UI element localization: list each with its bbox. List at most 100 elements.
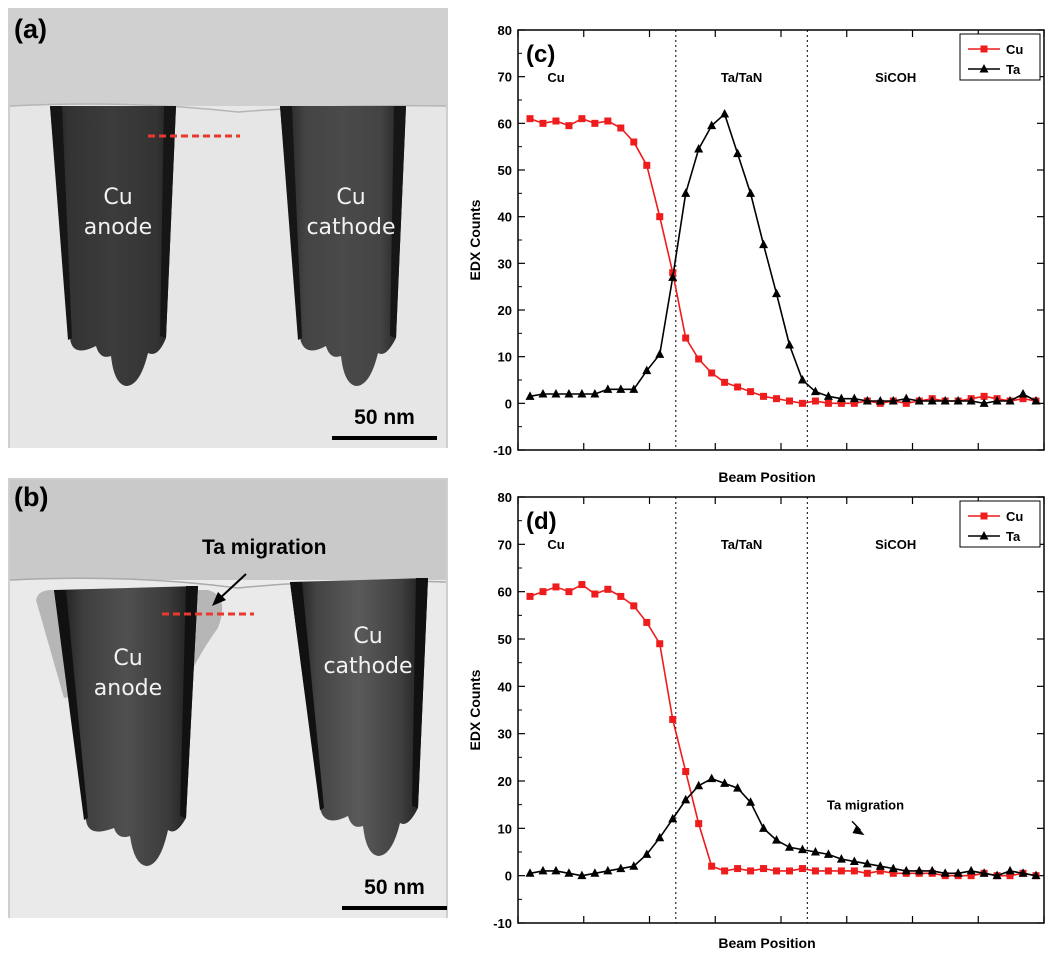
data-point-ta (953, 868, 963, 877)
legend-label: Ta (1006, 62, 1021, 77)
data-point-ta (538, 865, 548, 875)
panel-label: (c) (526, 41, 555, 68)
data-point-ta (668, 813, 678, 823)
data-point-ta (772, 288, 782, 298)
data-point-cu (695, 355, 703, 363)
data-point-cu (708, 369, 716, 377)
legend-label: Cu (1006, 42, 1023, 57)
data-point-cu (1006, 397, 1014, 405)
y-tick-label: 0 (505, 396, 512, 411)
data-point-cu (734, 383, 742, 391)
y-tick-label: 70 (498, 537, 512, 552)
data-point-cu (617, 592, 625, 600)
ta-migration-annotation: Ta migration (827, 797, 904, 812)
y-tick-label: 50 (498, 632, 512, 647)
data-point-cu (915, 397, 923, 405)
data-point-cu (1032, 397, 1040, 405)
region-label: SiCOH (875, 537, 916, 552)
data-point-ta (538, 389, 548, 398)
panel-label-a: (a) (14, 14, 47, 44)
data-point-ta (707, 120, 717, 130)
data-point-cu (578, 581, 586, 589)
data-point-ta (875, 396, 885, 405)
data-point-cu (993, 395, 1001, 403)
data-point-ta (564, 389, 574, 398)
legend-swatch-marker (979, 531, 989, 540)
data-point-ta (810, 847, 820, 856)
data-point-ta (940, 396, 950, 405)
data-point-cu (837, 399, 845, 407)
data-point-cu (747, 388, 755, 396)
data-point-ta (720, 109, 730, 118)
anode-label: Cu anode (63, 183, 173, 243)
data-point-cu (863, 869, 871, 877)
data-point-ta (759, 239, 769, 249)
data-point-cu (669, 269, 677, 277)
legend-box (959, 500, 1041, 548)
data-point-cu (876, 399, 884, 407)
data-point-cu (954, 397, 962, 405)
data-point-cu (824, 867, 832, 875)
cathode-label-line2: cathode (323, 654, 413, 679)
data-point-cu (526, 592, 534, 600)
data-point-cu (798, 865, 806, 873)
data-point-ta (694, 144, 704, 153)
data-point-ta (966, 396, 976, 405)
legend-swatch-marker (980, 512, 988, 520)
data-point-ta (551, 389, 561, 398)
data-point-cu (552, 117, 560, 125)
tem-image-b (8, 478, 448, 918)
data-point-ta (681, 188, 691, 197)
data-point-cu (928, 395, 936, 403)
annotation-arrow (851, 820, 861, 831)
data-point-ta (797, 844, 807, 854)
data-point-ta (836, 393, 846, 403)
data-point-ta (914, 396, 924, 405)
data-point-cu (850, 867, 858, 875)
data-point-ta (525, 391, 535, 400)
data-point-cu (1019, 395, 1027, 403)
y-tick-label: 0 (505, 869, 512, 884)
y-tick-label: 80 (498, 490, 512, 505)
legend-box (959, 33, 1041, 81)
data-point-ta (810, 386, 820, 396)
data-point-cu (863, 397, 871, 405)
data-point-ta (590, 868, 600, 877)
data-point-ta (694, 780, 704, 790)
data-point-ta (525, 868, 535, 877)
y-tick-label: 60 (498, 116, 512, 131)
data-point-ta (759, 823, 769, 832)
data-point-cu (837, 867, 845, 875)
plot-frame (517, 29, 1045, 451)
data-point-ta (616, 384, 626, 393)
y-tick-label: 30 (498, 727, 512, 742)
data-point-cu (980, 869, 988, 877)
data-point-ta (603, 865, 613, 875)
data-point-ta (772, 835, 782, 844)
data-point-ta (862, 858, 872, 868)
data-point-cu (915, 869, 923, 877)
x-axis-label: Beam Position (718, 469, 815, 485)
data-point-cu (656, 213, 664, 221)
data-point-cu (889, 869, 897, 877)
data-point-ta (966, 865, 976, 875)
data-point-cu (889, 397, 897, 405)
region-label: Cu (547, 70, 564, 85)
region-label: Ta/TaN (721, 537, 762, 552)
data-point-cu (565, 122, 573, 130)
y-tick-label: 70 (498, 70, 512, 85)
legend-swatch-marker (979, 64, 989, 73)
data-point-cu (941, 397, 949, 405)
data-point-ta (888, 863, 898, 873)
data-point-cu (565, 588, 573, 596)
data-point-ta (901, 865, 911, 875)
series-line-ta (529, 777, 1037, 877)
data-point-ta (1031, 870, 1041, 880)
cathode-label-line1: Cu (336, 185, 366, 210)
data-point-cu (1006, 872, 1014, 880)
data-point-ta (564, 868, 574, 877)
data-point-cu (643, 161, 651, 169)
data-point-cu (1032, 872, 1040, 880)
data-point-cu (539, 588, 547, 596)
legend-label: Ta (1006, 529, 1021, 544)
